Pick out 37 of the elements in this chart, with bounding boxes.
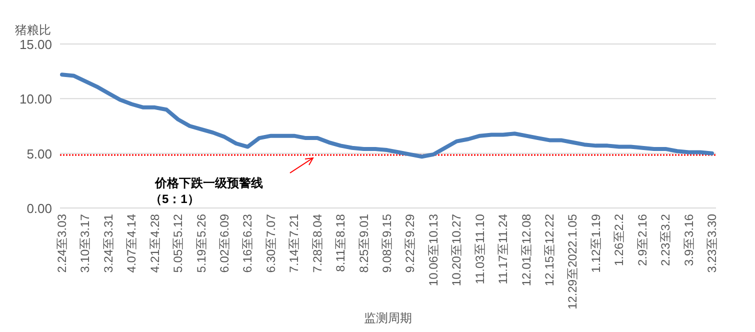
y-axis-title: 猪粮比 (15, 23, 51, 37)
x-tick-label: 6.16至6.23 (240, 214, 255, 273)
x-tick-label: 9.08至9.15 (380, 214, 394, 273)
x-tick-label: 12.15至12.22 (542, 214, 556, 286)
x-tick-label: 12.01至12.08 (519, 214, 534, 286)
y-tick-label: 0.00 (26, 201, 52, 216)
x-tick-label: 3.23至3.30 (705, 214, 719, 273)
x-tick-label: 2.24至3.03 (55, 214, 69, 273)
x-tick-label: 4.07至4.14 (124, 214, 139, 273)
x-tick-label: 2.23至3.2 (658, 214, 673, 266)
x-tick-label: 10.20至10.27 (450, 214, 464, 286)
x-tick-label: 5.05至5.12 (171, 214, 186, 273)
x-tick-label: 3.9至3.16 (682, 214, 696, 266)
x-tick-label: 8.25至9.01 (356, 214, 371, 273)
x-tick-label: 6.02至6.09 (218, 214, 232, 273)
x-tick-label: 8.11至8.18 (334, 214, 348, 272)
x-axis-title: 监测周期 (364, 311, 412, 325)
x-tick-label: 3.10至3.17 (78, 214, 92, 273)
y-tick-label: 15.00 (19, 37, 52, 52)
x-tick-label: 2.9至2.16 (635, 214, 650, 266)
x-tick-label: 4.21至4.28 (148, 214, 162, 273)
x-tick-label: 7.14至7.21 (287, 214, 302, 273)
x-tick-label: 3.24至3.31 (101, 214, 116, 273)
x-tick-label: 10.06至10.13 (426, 214, 440, 286)
x-tick-label: 11.17至11.24 (496, 214, 510, 284)
x-tick-label: 9.22至9.29 (403, 214, 418, 273)
x-tick-label: 5.19至5.26 (194, 214, 208, 273)
line-series (60, 72, 714, 159)
x-tick-label: 12.29至2022.1.05 (566, 214, 580, 310)
x-tick-label: 1.12至1.19 (588, 214, 603, 273)
x-tick-label: 1.26至2.2 (612, 214, 626, 266)
x-tick-label: 7.28至8.04 (310, 214, 324, 273)
ref-line-label: 价格下跌一级预警线（5：1） (150, 176, 263, 206)
y-tick-label: 10.00 (19, 92, 52, 107)
y-tick-label: 5.00 (26, 146, 52, 162)
x-tick-label: 6.30至7.07 (264, 214, 278, 273)
x-tick-label: 11.03至11.10 (472, 214, 487, 284)
